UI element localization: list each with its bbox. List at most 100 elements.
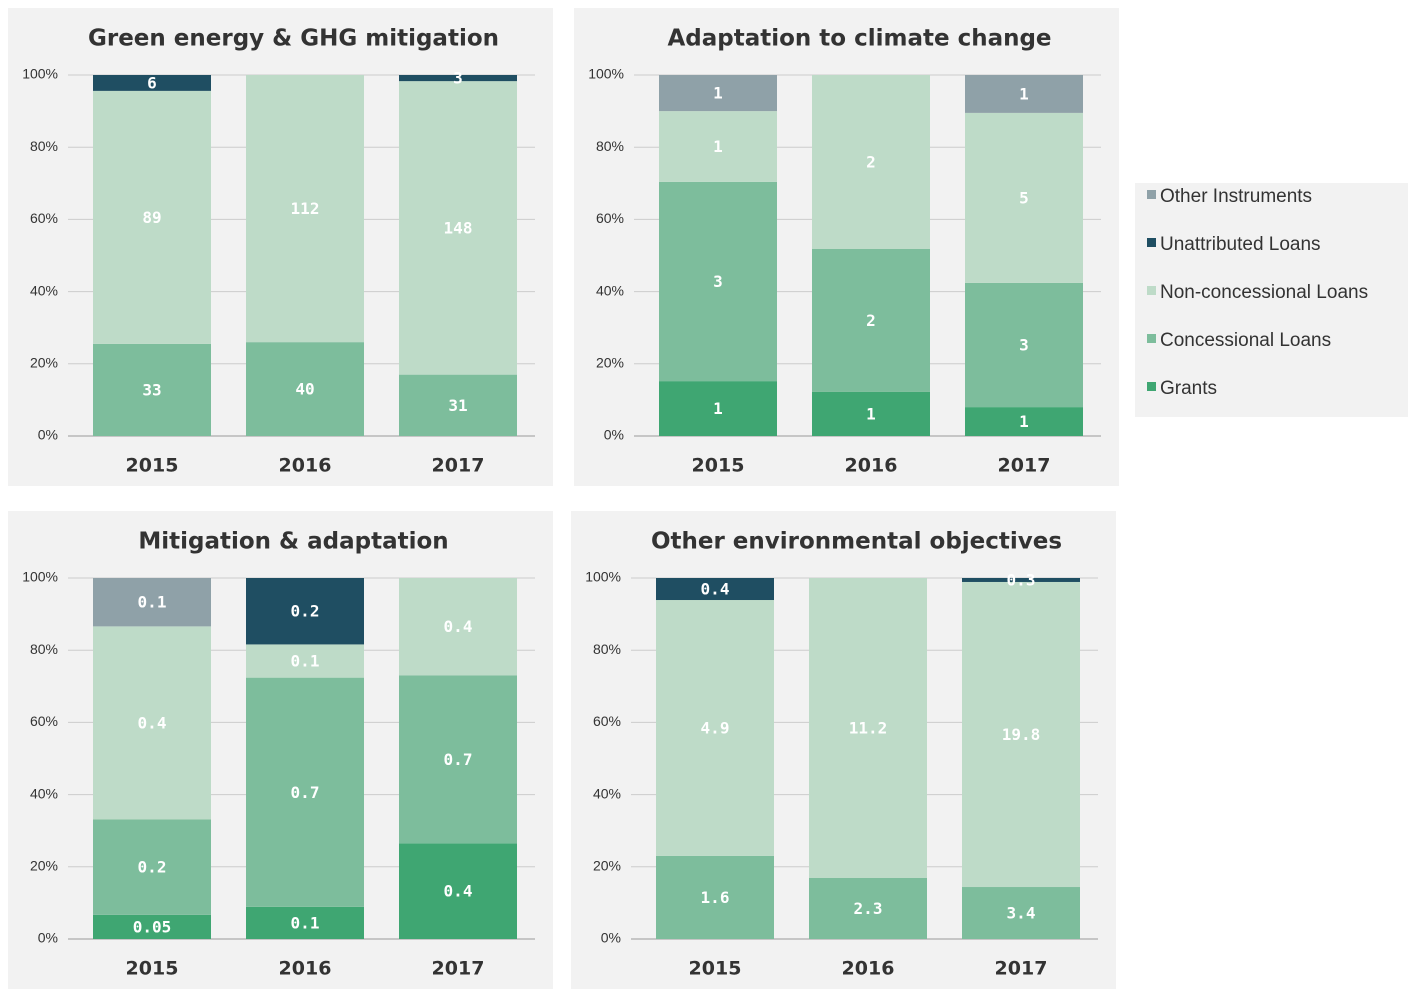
x-tick-label: 2017 bbox=[432, 958, 485, 980]
data-label: 0.1 bbox=[291, 913, 320, 932]
bar-segment bbox=[246, 677, 364, 907]
bar-segment bbox=[399, 675, 517, 844]
y-tick-label: 40% bbox=[596, 282, 624, 298]
bar-segment bbox=[246, 342, 364, 436]
x-tick-label: 2016 bbox=[845, 455, 898, 477]
data-label: 1 bbox=[866, 404, 876, 423]
bar-segment bbox=[246, 578, 364, 645]
data-label: 112 bbox=[291, 199, 320, 218]
bar-segment bbox=[399, 374, 517, 436]
bar-segment bbox=[812, 391, 930, 436]
data-label: 4.9 bbox=[701, 718, 730, 737]
y-tick-label: 100% bbox=[585, 569, 621, 585]
data-label: 0.2 bbox=[291, 602, 320, 621]
y-tick-label: 100% bbox=[588, 66, 624, 82]
data-label: 89 bbox=[142, 208, 161, 227]
data-label: 31 bbox=[448, 396, 467, 415]
x-tick-label: 2016 bbox=[279, 455, 332, 477]
bar-segment bbox=[965, 407, 1083, 436]
legend-label: Grants bbox=[1160, 378, 1218, 399]
bar-segment bbox=[93, 75, 211, 91]
bar-segment bbox=[399, 843, 517, 939]
data-label: 1 bbox=[1019, 412, 1029, 431]
chart-title: Adaptation to climate change bbox=[667, 26, 1051, 52]
y-tick-label: 80% bbox=[30, 138, 58, 154]
data-label: 0.7 bbox=[291, 783, 320, 802]
data-label: 33 bbox=[142, 380, 161, 399]
data-label: 0.1 bbox=[291, 652, 320, 671]
data-label: 3 bbox=[713, 272, 723, 291]
data-label: 11.2 bbox=[849, 718, 888, 737]
bar-segment bbox=[962, 578, 1080, 582]
data-label: 0.4 bbox=[701, 580, 730, 599]
bar-segment bbox=[965, 75, 1083, 113]
legend-item: Grants bbox=[1147, 378, 1217, 400]
bar-segment bbox=[965, 112, 1083, 283]
bar-segment bbox=[399, 75, 517, 82]
chart-panel: Adaptation to climate change 0% 20% 40% 60% 8… bbox=[574, 8, 1119, 486]
y-tick-label: 40% bbox=[30, 282, 58, 298]
x-tick-label: 2015 bbox=[126, 455, 179, 477]
chart-panel: Other environmental objectives 0% 20% 40% 60… bbox=[571, 511, 1116, 989]
data-label: 0.4 bbox=[444, 882, 473, 901]
y-tick-label: 60% bbox=[30, 210, 58, 226]
legend-item: Non-concessional Loans bbox=[1147, 282, 1368, 304]
y-tick-label: 0% bbox=[604, 427, 624, 443]
legend-swatch bbox=[1147, 190, 1156, 199]
data-label: 0.3 bbox=[1007, 570, 1036, 589]
legend-item: Concessional Loans bbox=[1147, 330, 1331, 352]
x-tick-label: 2015 bbox=[126, 958, 179, 980]
x-tick-label: 2016 bbox=[842, 958, 895, 980]
chart-title: Other environmental objectives bbox=[651, 529, 1062, 555]
y-tick-label: 60% bbox=[596, 210, 624, 226]
chart-title: Green energy & GHG mitigation bbox=[88, 26, 499, 52]
data-label: 1 bbox=[713, 399, 723, 418]
bar-segment bbox=[809, 578, 927, 878]
y-tick-label: 80% bbox=[30, 641, 58, 657]
data-label: 0.4 bbox=[138, 713, 167, 732]
data-label: 1 bbox=[713, 84, 723, 103]
legend-label: Non-concessional Loans bbox=[1160, 282, 1369, 303]
legend-item: Unattributed Loans bbox=[1147, 234, 1321, 256]
bar-segment bbox=[659, 75, 777, 112]
y-tick-label: 60% bbox=[30, 713, 58, 729]
y-tick-label: 80% bbox=[593, 641, 621, 657]
data-label: 0.4 bbox=[444, 617, 473, 636]
data-label: 5 bbox=[1019, 188, 1029, 207]
data-label: 19.8 bbox=[1002, 725, 1041, 744]
data-label: 148 bbox=[444, 218, 473, 237]
data-label: 6 bbox=[147, 73, 157, 92]
y-tick-label: 100% bbox=[22, 569, 58, 585]
legend: Other Instruments Unattributed Loans Non-c… bbox=[1135, 183, 1408, 417]
y-tick-label: 0% bbox=[38, 427, 58, 443]
bar-segment bbox=[656, 600, 774, 856]
bar-segment bbox=[93, 90, 211, 344]
x-tick-label: 2015 bbox=[692, 455, 745, 477]
y-tick-label: 20% bbox=[596, 355, 624, 371]
y-tick-label: 60% bbox=[593, 713, 621, 729]
data-label: 1 bbox=[713, 137, 723, 156]
x-tick-label: 2015 bbox=[689, 958, 742, 980]
bar-segment bbox=[93, 914, 211, 939]
legend-swatch bbox=[1147, 334, 1156, 343]
x-tick-label: 2016 bbox=[279, 958, 332, 980]
y-tick-label: 100% bbox=[22, 66, 58, 82]
y-tick-label: 80% bbox=[596, 138, 624, 154]
bar-segment bbox=[809, 877, 927, 939]
data-label: 0.2 bbox=[138, 858, 167, 877]
bar-segment bbox=[656, 578, 774, 601]
bar-segment bbox=[93, 578, 211, 627]
data-label: 3 bbox=[1019, 336, 1029, 355]
data-label: 0.1 bbox=[138, 593, 167, 612]
data-label: 0.7 bbox=[444, 750, 473, 769]
data-label: 0.05 bbox=[133, 917, 172, 936]
data-label: 40 bbox=[295, 380, 314, 399]
bar-segment bbox=[93, 343, 211, 436]
data-label: 3.4 bbox=[1007, 904, 1036, 923]
data-label: 3 bbox=[453, 69, 463, 88]
x-tick-label: 2017 bbox=[432, 455, 485, 477]
legend-label: Concessional Loans bbox=[1160, 330, 1332, 351]
bar-segment bbox=[659, 381, 777, 436]
bar-segment bbox=[246, 906, 364, 939]
